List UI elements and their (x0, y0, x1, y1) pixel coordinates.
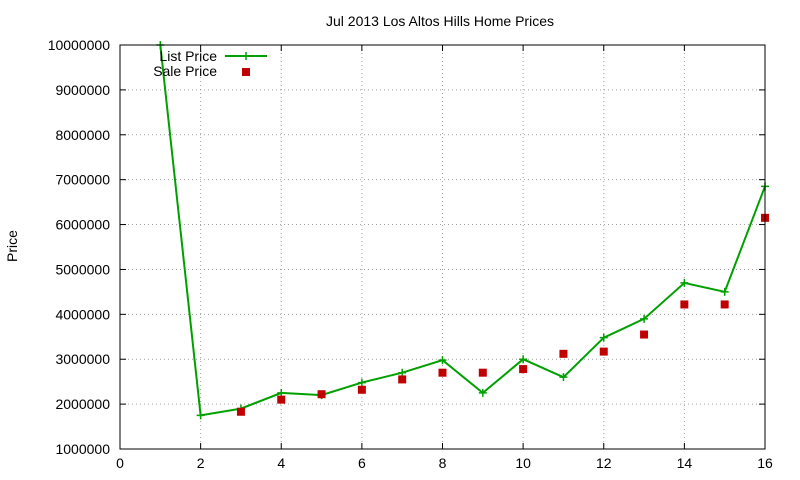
y-tick-label: 6000000 (55, 217, 110, 233)
y-tick-label: 9000000 (55, 82, 110, 98)
x-tick-label: 0 (116, 455, 124, 471)
sale-price-point (277, 395, 286, 404)
series-sale-price (236, 213, 769, 416)
grid (120, 45, 765, 449)
y-tick-label: 4000000 (55, 306, 110, 322)
legend-marker-list-price (242, 52, 250, 60)
x-tick-label: 14 (677, 455, 693, 471)
list-price-point (196, 411, 205, 420)
series-list-price (156, 41, 769, 420)
x-tick-label: 2 (197, 455, 205, 471)
x-tick-label: 6 (358, 455, 366, 471)
y-tick-label: 5000000 (55, 261, 110, 277)
list-price-point (357, 378, 366, 387)
sale-price-point (478, 368, 487, 377)
y-tick-label: 7000000 (55, 172, 110, 188)
axis-ticks: 0 2 4 6 8 10 12 14 16 1000000 2000000 3000000 400000… (48, 37, 773, 471)
legend-entry-sale-price: Sale Price (153, 63, 250, 79)
y-tick-label: 1000000 (55, 441, 110, 457)
list-price-point (398, 368, 407, 377)
y-tick-label: 10000000 (48, 37, 111, 53)
list-price-point (277, 388, 286, 397)
legend: List Price Sale Price (153, 48, 267, 79)
y-tick-label: 3000000 (55, 351, 110, 367)
sale-price-point (640, 330, 649, 339)
y-tick-label: 2000000 (55, 396, 110, 412)
x-tick-label: 16 (757, 455, 773, 471)
legend-label-list-price: List Price (159, 48, 217, 64)
sale-price-point (317, 390, 326, 399)
chart-title: Jul 2013 Los Altos Hills Home Prices (326, 13, 554, 29)
list-price-point (438, 356, 447, 365)
sale-price-point (398, 375, 407, 384)
x-tick-label: 4 (277, 455, 285, 471)
list-price-point (599, 333, 608, 342)
sale-price-point (559, 349, 568, 358)
list-price-line (159, 44, 766, 417)
list-price-point (680, 278, 689, 287)
legend-marker-sale-price (242, 68, 250, 76)
x-tick-label: 8 (439, 455, 447, 471)
plot-frame (119, 44, 766, 450)
list-price-point (519, 355, 528, 364)
legend-label-sale-price: Sale Price (153, 63, 217, 79)
list-price-point (720, 287, 729, 296)
sale-price-point (438, 368, 447, 377)
y-axis-label: Price (4, 230, 20, 262)
list-price-point (559, 373, 568, 382)
sale-price-point (599, 347, 608, 356)
x-tick-label: 10 (515, 455, 531, 471)
sale-price-point (357, 385, 366, 394)
y-tick-label: 8000000 (55, 127, 110, 143)
plot-series (156, 41, 769, 420)
legend-entry-list-price: List Price (159, 48, 267, 64)
list-price-point (640, 314, 649, 323)
sale-price-point (720, 300, 729, 309)
list-price-point (478, 388, 487, 397)
sale-price-point (519, 365, 528, 374)
sale-price-point (680, 300, 689, 309)
sale-price-point (236, 407, 245, 416)
x-tick-label: 12 (596, 455, 612, 471)
